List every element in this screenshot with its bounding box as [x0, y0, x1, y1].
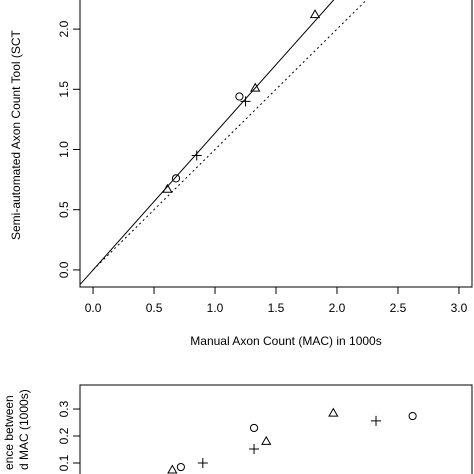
- point: [261, 435, 272, 445]
- plot-frame: [79, 0, 473, 288]
- y-tick-label: 0.3: [57, 400, 71, 417]
- x-tick-label: 3.0: [451, 301, 468, 315]
- point: [408, 411, 417, 421]
- y-tick-label: 0.1: [57, 454, 71, 471]
- point: [191, 150, 202, 161]
- y-tick-label: 1.0: [57, 141, 71, 158]
- x-tick-label: 0.5: [146, 301, 163, 315]
- plot-area: [80, 0, 368, 285]
- point: [309, 9, 321, 19]
- point: [249, 443, 260, 454]
- point: [167, 464, 178, 474]
- reference-line: [92, 0, 368, 271]
- reference-line: [80, 0, 335, 285]
- y-tick-label: 2.0: [57, 20, 71, 37]
- point: [197, 458, 208, 469]
- y-tick-label: 0.5: [57, 201, 71, 218]
- point: [328, 407, 339, 417]
- y-tick-label: 1.5: [57, 81, 71, 98]
- y-tick-label: 0.2: [57, 427, 71, 444]
- x-tick-label: 2.5: [390, 301, 407, 315]
- x-tick-label: 1.0: [207, 301, 224, 315]
- x-tick-label: 0.0: [85, 301, 102, 315]
- point: [240, 96, 251, 107]
- x-axis-label: Manual Axon Count (MAC) in 1000s: [190, 334, 381, 348]
- plot-frame: [79, 384, 473, 474]
- x-tick-label: 1.5: [268, 301, 285, 315]
- point: [176, 462, 185, 472]
- y-axis-label: ence between: [2, 395, 16, 470]
- y-axis-label: d MAC (1000s): [17, 389, 31, 470]
- point: [371, 415, 382, 426]
- x-tick-label: 2.0: [329, 301, 346, 315]
- point: [171, 174, 181, 183]
- point: [249, 423, 259, 433]
- y-tick-label: 0.0: [57, 261, 71, 278]
- point: [235, 92, 244, 101]
- y-axis-label: Semi-automated Axon Count Tool (SCT: [9, 29, 23, 240]
- point: [250, 82, 261, 92]
- plot-area: [167, 407, 417, 474]
- point: [162, 183, 173, 193]
